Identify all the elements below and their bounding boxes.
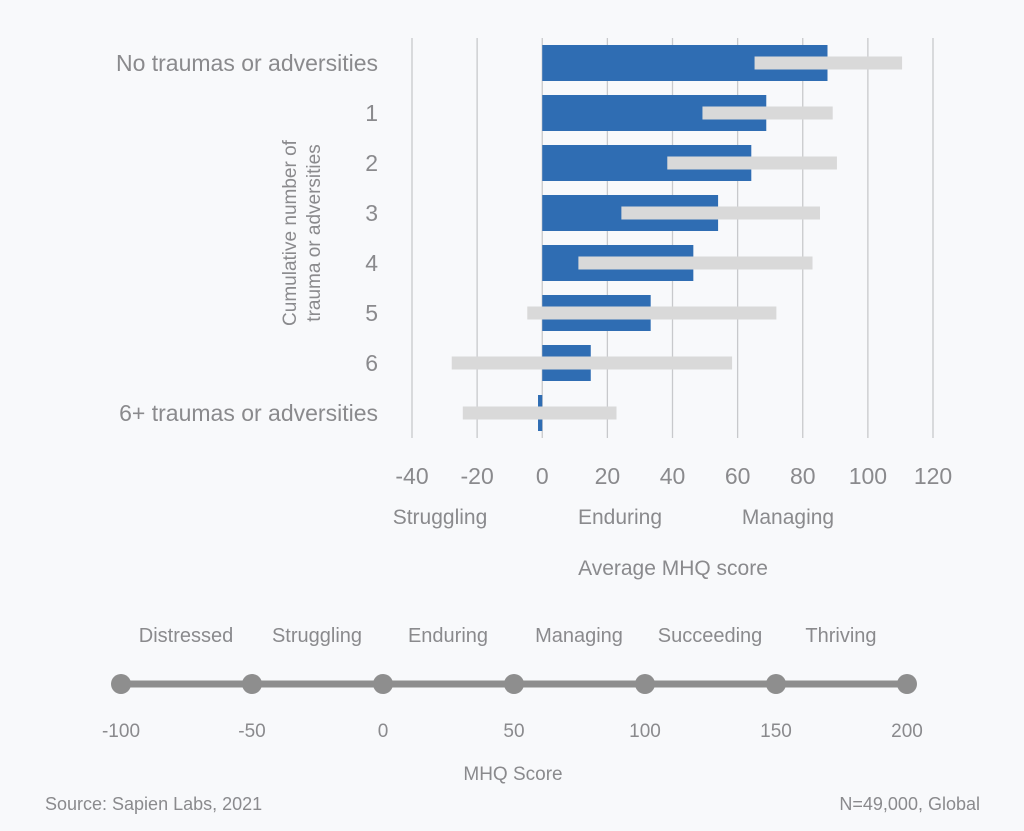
band-label-managing: Managing — [742, 506, 834, 529]
scale-dot — [504, 674, 524, 694]
category-label: 3 — [365, 200, 378, 226]
scale-tick-label: -100 — [102, 721, 140, 742]
scale-tick-label: 150 — [760, 721, 792, 742]
scale-category-label: Struggling — [272, 625, 362, 647]
category-label: No traumas or adversities — [116, 50, 378, 76]
scale-category-label: Enduring — [408, 625, 488, 647]
x-tick-label: 0 — [536, 463, 549, 489]
range-bar — [527, 306, 777, 320]
x-tick-label: 40 — [660, 463, 686, 489]
range-bar — [462, 406, 617, 420]
category-label: 2 — [365, 150, 378, 176]
band-label-enduring: Enduring — [578, 506, 662, 529]
scale-dot — [242, 674, 262, 694]
category-label: 6 — [365, 350, 378, 376]
scale-category-label: Thriving — [805, 625, 876, 647]
x-tick-label: 80 — [790, 463, 816, 489]
range-bar — [578, 256, 813, 270]
scale-dot — [635, 674, 655, 694]
bars — [451, 45, 903, 431]
range-bar — [754, 56, 903, 70]
scale-dot — [373, 674, 393, 694]
scale-tick-label: -50 — [238, 721, 265, 742]
scale-dot — [766, 674, 786, 694]
category-label: 1 — [365, 100, 378, 126]
x-tick-label: 100 — [849, 463, 887, 489]
band-label-struggling: Struggling — [393, 506, 488, 529]
x-tick-label: -20 — [461, 463, 494, 489]
scale-tick-label: 0 — [378, 721, 389, 742]
y-axis-label-line2: trauma or adversities — [304, 144, 325, 321]
y-axis-label-line1: Cumulative number of — [280, 139, 301, 326]
sample-note: N=49,000, Global — [839, 794, 980, 814]
category-label: 6+ traumas or adversities — [119, 400, 378, 426]
range-bar — [621, 206, 821, 220]
category-label: 4 — [365, 250, 378, 276]
category-labels: No traumas or adversities 1 2 3 4 5 6 6+ trauma… — [116, 50, 378, 426]
range-bar — [451, 356, 733, 370]
mhq-scale: -100 -50 0 50 100 150 200 Distressed Struggling E… — [102, 625, 923, 742]
scale-title: MHQ Score — [463, 764, 562, 785]
scale-category-label: Managing — [535, 625, 623, 647]
scale-category-label: Distressed — [139, 625, 233, 647]
x-tick-label: -40 — [395, 463, 428, 489]
range-bar — [667, 156, 837, 170]
source-note: Source: Sapien Labs, 2021 — [45, 794, 262, 814]
scale-tick-label: 50 — [503, 721, 524, 742]
x-tick-label: 120 — [914, 463, 952, 489]
scale-category-label: Succeeding — [658, 625, 763, 647]
scale-dot — [897, 674, 917, 694]
category-label: 5 — [365, 300, 378, 326]
scale-dot — [111, 674, 131, 694]
x-tick-labels: -40 -20 0 20 40 60 80 100 120 — [395, 463, 952, 489]
x-tick-label: 20 — [595, 463, 621, 489]
x-tick-label: 60 — [725, 463, 751, 489]
scale-tick-label: 200 — [891, 721, 923, 742]
x-axis-label: Average MHQ score — [578, 557, 768, 580]
range-bar — [702, 106, 833, 120]
scale-tick-label: 100 — [629, 721, 661, 742]
